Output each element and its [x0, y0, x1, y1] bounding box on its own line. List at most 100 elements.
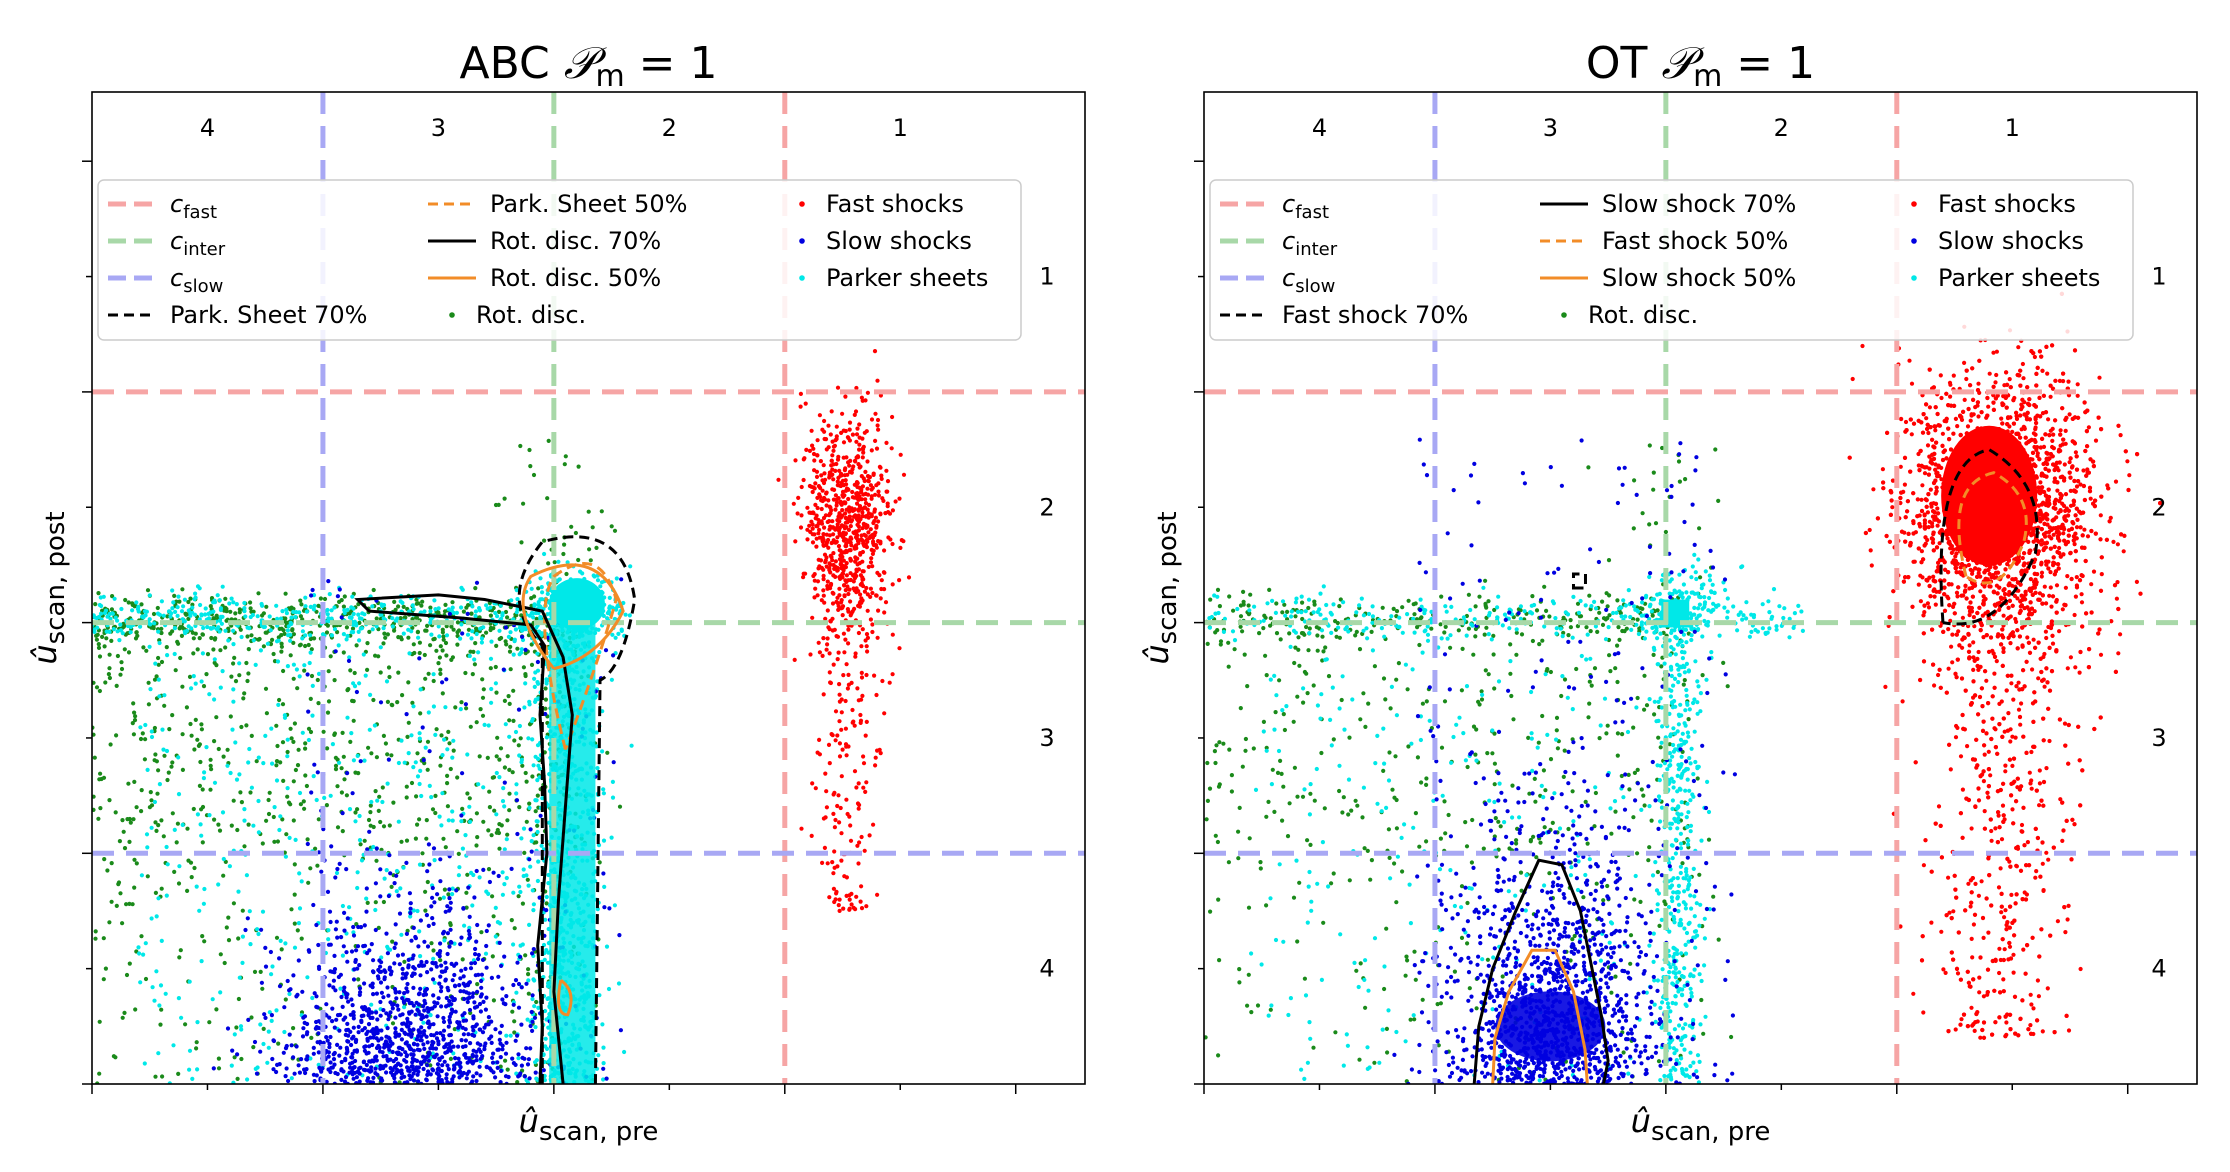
slow-shock-point	[306, 948, 311, 953]
fast-shock-point	[843, 698, 848, 704]
rot-disc-point	[386, 665, 392, 670]
slow-shock-point	[424, 913, 429, 918]
rot-disc-point	[156, 768, 161, 773]
fast-shock-point	[846, 627, 851, 632]
parker-sheet-point	[372, 723, 377, 728]
parker-sheet-point	[192, 597, 197, 602]
parker-sheet-point	[417, 731, 422, 736]
slow-shock-point	[367, 1044, 372, 1049]
parker-sheet-point	[250, 612, 255, 618]
slow-shock-point	[432, 900, 437, 905]
parker-sheet-point	[256, 931, 261, 937]
rot-disc-point	[299, 602, 304, 607]
parker-sheet-point	[280, 609, 285, 614]
fast-shock-point	[839, 858, 844, 863]
rot-disc-point	[114, 683, 119, 689]
parker-sheet-point	[462, 923, 467, 928]
slow-shock-point	[543, 711, 548, 717]
parker-sheet-point	[293, 615, 298, 620]
rot-disc-point	[108, 742, 113, 747]
slow-shock-point	[327, 1041, 332, 1047]
slow-shock-point	[407, 891, 412, 896]
rot-disc-point	[344, 793, 349, 798]
fast-shock-point	[884, 468, 889, 473]
slow-shock-point	[422, 963, 427, 968]
slow-shock-point	[404, 931, 409, 937]
rot-disc-point	[281, 668, 286, 674]
rot-disc-point	[525, 877, 530, 882]
slow-shock-point	[474, 1078, 479, 1084]
slow-shock-point	[472, 895, 477, 900]
rot-disc-point	[443, 640, 449, 646]
parker-sheet-point	[145, 845, 150, 850]
rot-disc-point	[191, 651, 196, 656]
slow-shock-point	[303, 1070, 308, 1076]
rot-disc-point	[238, 790, 243, 795]
rot-disc-point	[438, 958, 443, 963]
slow-shock-point	[356, 1030, 361, 1035]
rot-disc-point	[333, 767, 339, 772]
rot-disc-point	[422, 652, 427, 658]
rot-disc-point	[271, 651, 276, 657]
slow-shock-point	[511, 1061, 516, 1066]
parker-sheet-point	[170, 606, 175, 611]
parker-sheet-point	[198, 602, 203, 608]
parker-sheet-point	[172, 651, 177, 657]
slow-shock-point	[225, 1026, 231, 1031]
rot-disc-point	[381, 899, 386, 905]
parker-sheet-point	[220, 669, 225, 674]
rot-disc-point	[519, 540, 524, 545]
parker-sheet-point	[601, 1045, 606, 1050]
parker-sheet-point	[308, 650, 313, 655]
rot-disc-point	[401, 604, 406, 610]
fast-shock-point	[850, 489, 855, 495]
rot-disc-point	[353, 810, 358, 815]
parker-sheet-point	[390, 624, 395, 629]
slow-shock-point	[470, 1032, 475, 1037]
slow-shock-point	[363, 1005, 368, 1010]
parker-sheet-point	[529, 839, 534, 844]
rot-disc-point	[445, 804, 450, 809]
rot-disc-point	[354, 643, 359, 648]
parker-sheet-point	[450, 818, 455, 823]
parker-sheet-point	[507, 734, 512, 739]
slow-shock-point	[486, 1015, 491, 1020]
rot-disc-point	[118, 672, 123, 677]
parker-sheet-point	[149, 825, 154, 830]
parker-sheet-point	[205, 624, 210, 630]
parker-sheet-point	[394, 868, 400, 874]
slow-shock-point	[441, 1015, 446, 1021]
slow-shock-point	[459, 968, 464, 973]
rot-disc-point	[521, 665, 527, 670]
slow-shock-point	[339, 1059, 344, 1065]
slow-shock-point	[411, 985, 416, 991]
rot-disc-point	[132, 857, 137, 862]
parker-sheet-point	[141, 952, 146, 957]
rot-disc-point	[507, 701, 512, 707]
rot-disc-point	[256, 637, 261, 642]
rot-disc-point	[123, 597, 128, 603]
slow-shock-point	[417, 1030, 422, 1035]
slow-shock-point	[411, 1052, 416, 1057]
slow-shock-point	[530, 1019, 535, 1024]
parker-sheet-point	[484, 603, 489, 608]
slow-shock-point	[422, 1029, 427, 1034]
parker-sheet-point	[437, 634, 442, 639]
parker-sheet-point	[544, 1046, 550, 1051]
parker-sheet-point	[237, 772, 242, 777]
slow-shock-point	[381, 1008, 386, 1013]
slow-shock-point	[235, 1052, 240, 1057]
slow-shock-point	[362, 981, 367, 986]
rot-disc-point	[191, 806, 196, 812]
rot-disc-point	[306, 880, 311, 885]
rot-disc-point	[445, 781, 450, 786]
fast-shock-point	[864, 719, 869, 725]
rot-disc-point	[195, 737, 200, 742]
parker-sheet-point	[269, 1018, 274, 1024]
parker-sheet-point	[169, 611, 174, 616]
parker-sheet-point	[543, 917, 548, 922]
slow-shock-point	[457, 983, 462, 988]
slow-shock-point	[411, 1078, 417, 1083]
slow-shock-point	[350, 1066, 355, 1071]
parker-sheet-point	[242, 818, 247, 823]
